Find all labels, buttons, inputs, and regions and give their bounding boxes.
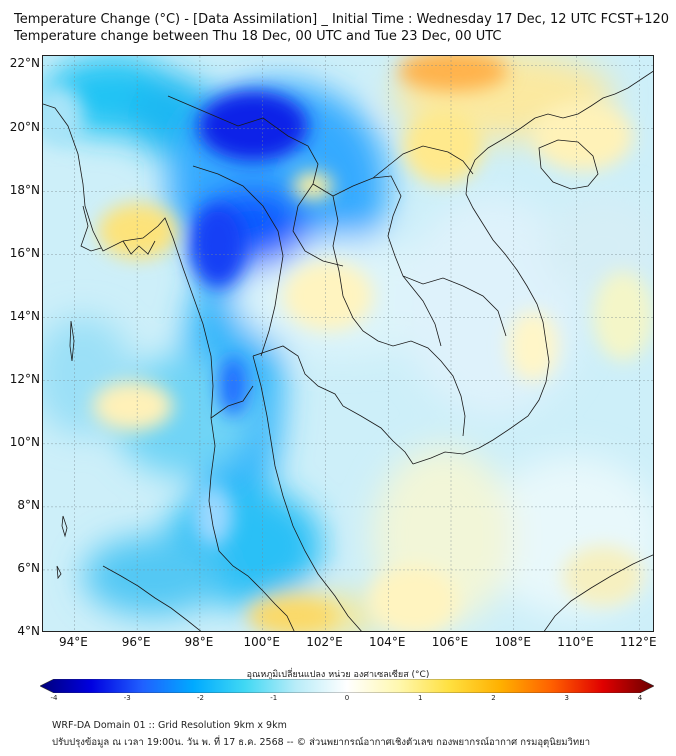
latitude-tick-label: 10°N: [9, 434, 40, 449]
longitude-tick-label: 106°E: [431, 635, 469, 649]
temperature-extremes: [43, 56, 653, 631]
longitude-tick-label: 98°E: [184, 635, 214, 649]
colorbar-gradient: [40, 679, 654, 693]
colorbar: [40, 679, 654, 693]
latitude-tick-label: 12°N: [9, 371, 40, 386]
colorbar-tick-label: -3: [123, 694, 131, 702]
temperature-change-map: [43, 56, 653, 631]
latitude-tick-label: 22°N: [9, 56, 40, 71]
longitude-tick-label: 104°E: [368, 635, 406, 649]
longitude-tick-label: 108°E: [494, 635, 532, 649]
latitude-tick-label: 14°N: [9, 308, 40, 323]
latitude-tick-label: 18°N: [9, 182, 40, 197]
model-info: WRF-DA Domain 01 :: Grid Resolution 9km …: [52, 720, 287, 731]
latitude-tick-label: 16°N: [9, 245, 40, 260]
longitude-tick-label: 112°E: [620, 635, 657, 649]
map-plot-area: [42, 55, 654, 632]
map-subtitle: Temperature change between Thu 18 Dec, 0…: [14, 29, 502, 44]
map-title: Temperature Change (°C) - [Data Assimila…: [14, 12, 670, 27]
colorbar-tick-label: -4: [50, 694, 58, 702]
longitude-tick-label: 102°E: [306, 635, 343, 649]
longitude-tick-label: 94°E: [58, 635, 88, 649]
latitude-tick-label: 4°N: [17, 624, 40, 638]
colorbar-tick-label: -2: [197, 694, 204, 702]
colorbar-tick-label: 3: [564, 694, 569, 702]
latitude-tick-label: 20°N: [9, 119, 40, 134]
latitude-tick-label: 6°N: [17, 560, 40, 575]
longitude-tick-label: 96°E: [121, 635, 151, 649]
colorbar-tick-label: -1: [270, 694, 278, 702]
colorbar-tick-label: 0: [344, 694, 350, 702]
latitude-tick-label: 8°N: [17, 497, 40, 512]
colorbar-title: อุณหภูมิเปลี่ยนแปลง หน่วย องศาเซลเซียส (…: [246, 670, 430, 680]
colorbar-tick-label: 4: [637, 694, 643, 702]
coastline-border-lines: [43, 70, 653, 631]
update-credit: ปรับปรุงข้อมูล ณ เวลา 19:00น. วัน พ. ที่…: [52, 737, 591, 748]
longitude-tick-label: 110°E: [557, 635, 594, 649]
colorbar-tick-label: 2: [491, 694, 496, 702]
colorbar-tick-label: 1: [418, 694, 423, 702]
longitude-tick-label: 100°E: [243, 635, 280, 649]
